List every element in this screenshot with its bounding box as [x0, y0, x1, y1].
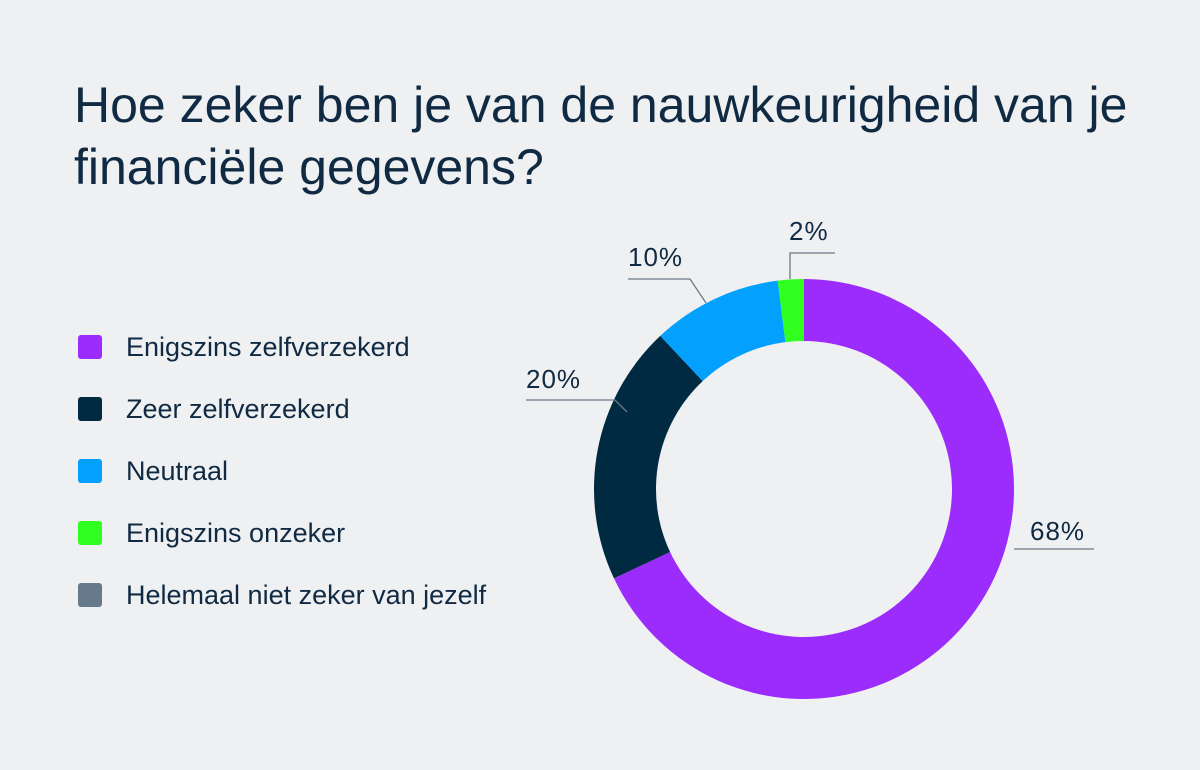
- donut-slice: [594, 335, 703, 579]
- legend-label: Enigszins onzeker: [126, 517, 346, 548]
- legend-label: Helemaal niet zeker van jezelf: [126, 579, 487, 610]
- leader-line: [789, 252, 835, 279]
- legend-label: Neutraal: [126, 455, 229, 486]
- legend: Enigszins zelfverzekerd Zeer zelfverzeke…: [78, 316, 486, 626]
- legend-swatch: [78, 397, 102, 421]
- legend-item: Helemaal niet zeker van jezelf: [78, 564, 486, 626]
- legend-swatch: [78, 583, 102, 607]
- leader-line: [628, 278, 707, 304]
- data-labels: 68% 20% 10% 2%: [526, 216, 1085, 546]
- leader-lines: [526, 252, 1094, 550]
- legend-item: Enigszins onzeker: [78, 502, 486, 564]
- legend-swatch: [78, 521, 102, 545]
- data-label: 68%: [1030, 516, 1085, 546]
- legend-item: Enigszins zelfverzekerd: [78, 316, 486, 378]
- chart-title: Hoe zeker ben je van de nauwkeurigheid v…: [74, 77, 1128, 195]
- donut-slice: [777, 279, 804, 343]
- donut-slices: [594, 279, 1014, 699]
- legend-label: Zeer zelfverzekerd: [126, 393, 350, 424]
- legend-item: Zeer zelfverzekerd: [78, 378, 486, 440]
- leader-line: [526, 399, 628, 413]
- data-label: 10%: [628, 242, 683, 272]
- legend-swatch: [78, 335, 102, 359]
- donut-slice: [613, 279, 1014, 699]
- legend-item: Neutraal: [78, 440, 486, 502]
- legend-label: Enigszins zelfverzekerd: [126, 331, 410, 362]
- legend-swatch: [78, 459, 102, 483]
- data-label: 20%: [526, 364, 581, 394]
- donut-slice: [660, 280, 786, 382]
- data-label: 2%: [789, 216, 829, 246]
